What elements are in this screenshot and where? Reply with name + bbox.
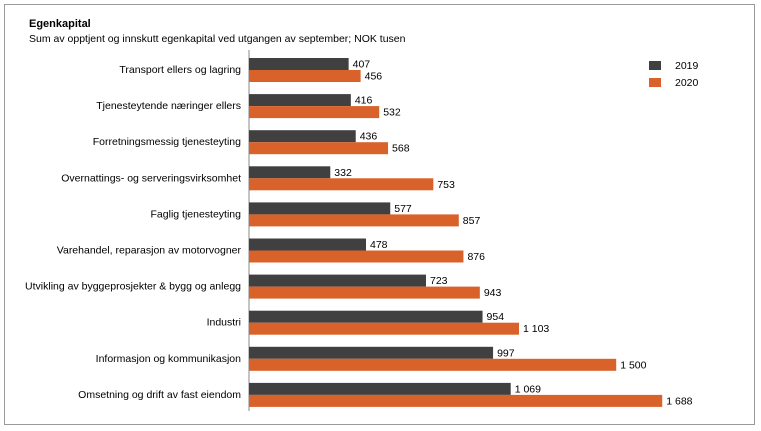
data-label-2020: 1 688: [666, 395, 692, 407]
data-label-2020: 1 103: [523, 323, 549, 335]
legend-swatch-2020: [649, 78, 661, 87]
bar-2019: [249, 94, 351, 107]
bar-2019: [249, 310, 483, 323]
data-label-2019: 436: [360, 131, 378, 143]
category-label: Varehandel, reparasjon av motorvogner: [57, 245, 242, 257]
legend-item-2019: 2019: [649, 57, 698, 74]
category-label: Informasjon og kommunikasjon: [96, 353, 241, 365]
bar-2019: [249, 382, 511, 395]
category-label: Faglig tjenesteyting: [151, 208, 242, 220]
legend: 2019 2020: [649, 57, 698, 91]
data-label-2019: 954: [487, 311, 505, 323]
chart-title: Egenkapital: [29, 18, 91, 30]
data-label-2020: 532: [383, 107, 401, 119]
data-label-2020: 943: [484, 287, 502, 299]
category-label: Overnattings- og serveringsvirksomhet: [61, 172, 241, 184]
bar-2019: [249, 166, 331, 179]
bar-2020: [249, 358, 617, 371]
legend-label-2020: 2020: [675, 76, 699, 89]
bar-2019: [249, 238, 367, 251]
chart-subtitle: Sum av opptjent og innskutt egenkapital …: [29, 33, 406, 45]
data-label-2020: 857: [463, 215, 481, 227]
legend-label-2019: 2019: [675, 59, 699, 72]
data-label-2019: 1 069: [515, 383, 541, 395]
bar-2020: [249, 214, 459, 227]
category-label: Transport ellers og lagring: [119, 64, 241, 76]
data-label-2020: 1 500: [620, 359, 646, 371]
data-label-2019: 577: [394, 203, 412, 215]
bar-2019: [249, 202, 391, 215]
category-label: Industri: [207, 317, 241, 329]
bar-2020: [249, 70, 361, 82]
bar-2019: [249, 274, 426, 287]
bar-2020: [249, 286, 480, 299]
data-label-2020: 568: [392, 143, 410, 155]
data-label-2019: 723: [430, 275, 448, 287]
bar-2020: [249, 178, 434, 191]
category-label: Utvikling av byggeprosjekter & bygg og a…: [25, 281, 241, 293]
bar-2019: [249, 58, 349, 70]
bar-2019: [249, 130, 356, 143]
data-label-2020: 753: [437, 179, 455, 191]
data-label-2019: 416: [355, 95, 373, 107]
legend-swatch-2019: [649, 61, 661, 70]
data-label-2020: 876: [467, 251, 485, 263]
bar-2019: [249, 346, 494, 359]
bar-2020: [249, 106, 380, 119]
category-label: Forretningsmessig tjenesteyting: [93, 136, 241, 148]
category-label: Tjenesteytende næringer ellers: [96, 100, 241, 112]
legend-item-2020: 2020: [649, 74, 698, 91]
data-label-2020: 456: [365, 71, 383, 83]
bar-2020: [249, 394, 663, 407]
data-label-2019: 407: [353, 59, 371, 71]
bar-2020: [249, 142, 389, 155]
data-label-2019: 332: [334, 167, 352, 179]
category-label: Omsetning og drift av fast eiendom: [78, 389, 241, 401]
data-label-2019: 997: [497, 347, 515, 359]
bar-2020: [249, 322, 520, 335]
data-label-2019: 478: [370, 239, 388, 251]
bar-2020: [249, 250, 464, 263]
